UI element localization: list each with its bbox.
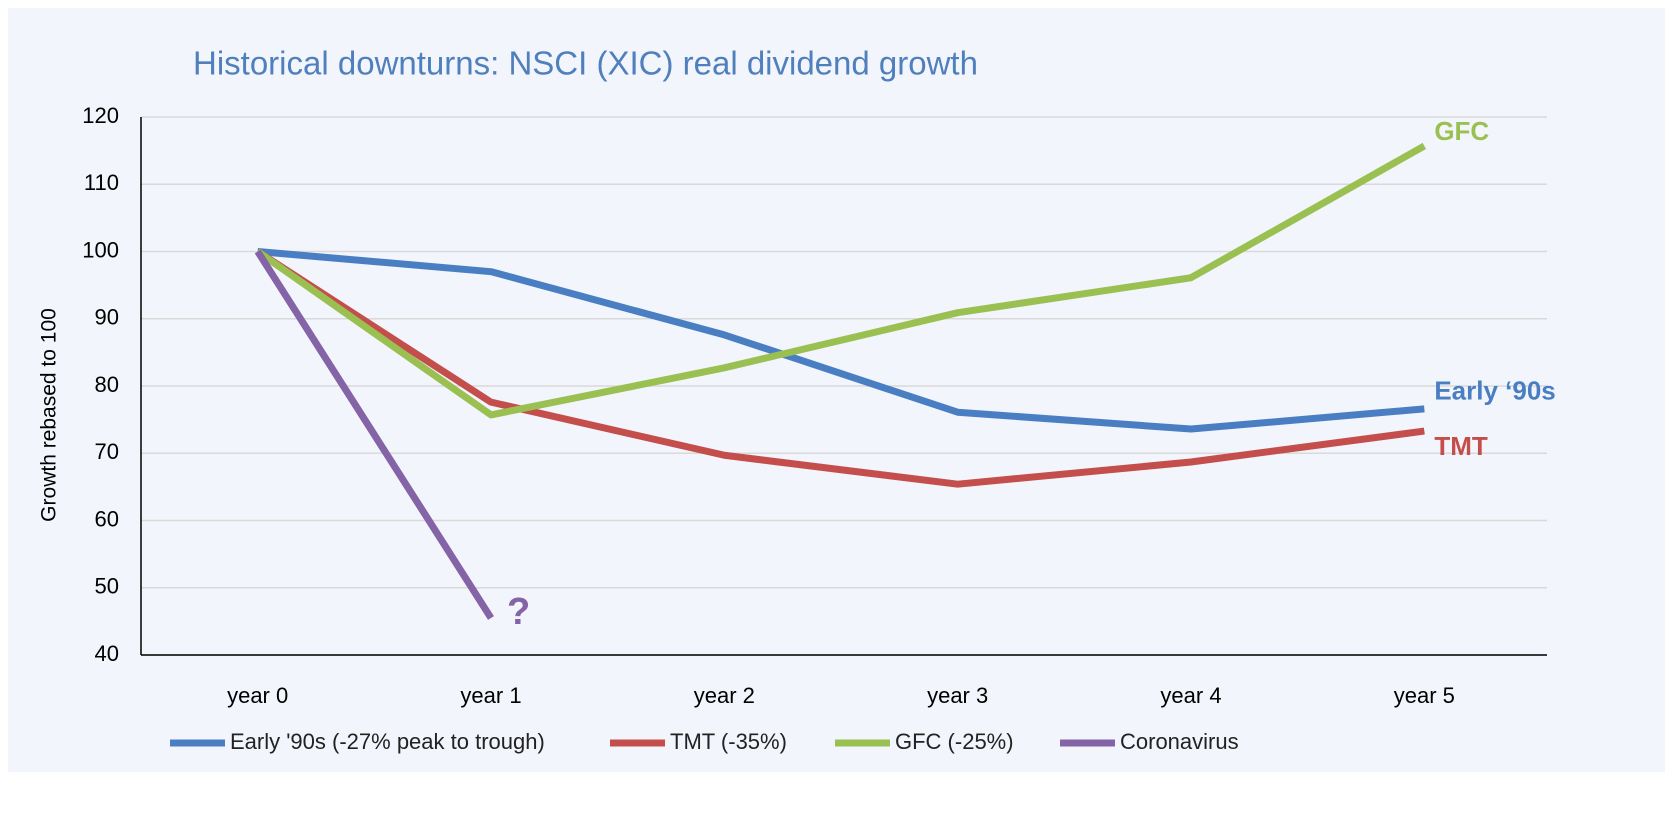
y-tick-label: 50 bbox=[95, 574, 119, 599]
annotation: TMT bbox=[1434, 431, 1488, 461]
x-tick-label: year 2 bbox=[694, 683, 755, 708]
y-tick-label: 90 bbox=[95, 305, 119, 330]
series-line bbox=[255, 142, 1427, 419]
legend-label: TMT (-35%) bbox=[670, 729, 787, 754]
y-tick-label: 110 bbox=[84, 170, 119, 195]
y-tick-label: 80 bbox=[95, 372, 119, 397]
x-tick-label: year 1 bbox=[460, 683, 521, 708]
y-tick-label: 70 bbox=[95, 439, 119, 464]
series-line bbox=[257, 248, 1425, 433]
annotation: GFC bbox=[1434, 116, 1489, 146]
series-line bbox=[255, 248, 1425, 488]
x-tick-label: year 5 bbox=[1394, 683, 1455, 708]
chart-title: Historical downturns: NSCI (XIC) real di… bbox=[193, 45, 978, 82]
y-tick-label: 40 bbox=[95, 641, 119, 666]
legend-label: Early '90s (-27% peak to trough) bbox=[230, 729, 545, 754]
y-tick-label: 120 bbox=[82, 103, 119, 128]
y-tick-label: 100 bbox=[82, 237, 119, 262]
y-tick-label: 60 bbox=[95, 506, 119, 531]
series-line bbox=[254, 249, 494, 620]
legend-label: GFC (-25%) bbox=[895, 729, 1014, 754]
annotation: ? bbox=[507, 591, 530, 633]
chart-background bbox=[8, 8, 1665, 772]
y-axis-label: Growth rebased to 100 bbox=[38, 308, 61, 522]
x-tick-label: year 4 bbox=[1160, 683, 1221, 708]
x-tick-label: year 0 bbox=[227, 683, 288, 708]
x-tick-label: year 3 bbox=[927, 683, 988, 708]
annotation: Early ‘90s bbox=[1434, 376, 1555, 406]
legend-label: Coronavirus bbox=[1120, 729, 1239, 754]
